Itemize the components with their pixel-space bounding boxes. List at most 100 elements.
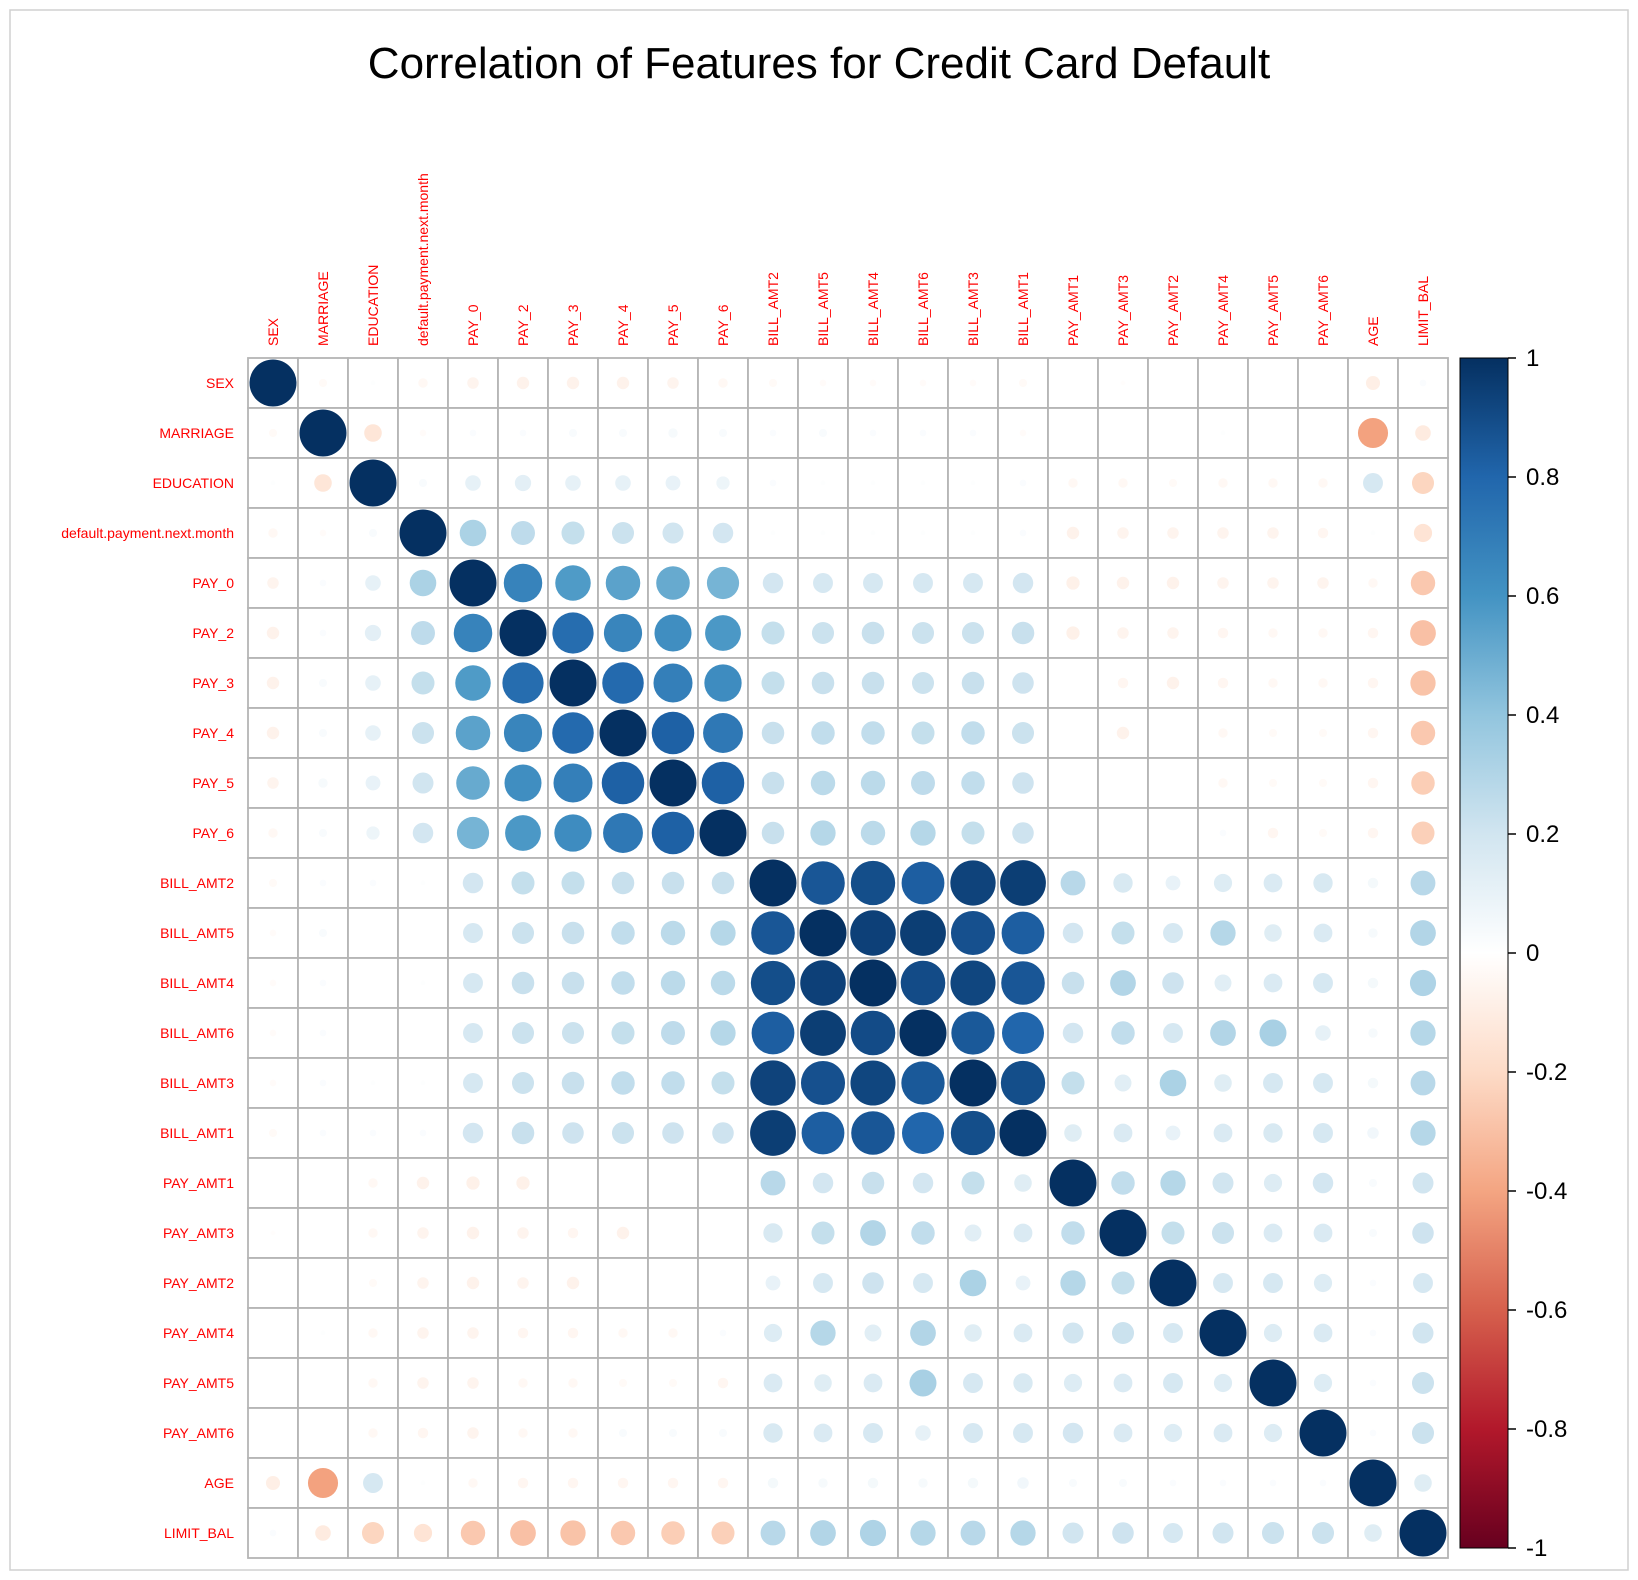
correlation-point-bill-amt4-pay-amt4 [1214,974,1232,992]
correlation-point-pay-amt2-pay-amt4 [1213,1273,1233,1293]
correlation-point-pay-amt6-bill-amt6 [915,1425,931,1441]
correlation-point-pay-3-pay-2 [502,662,544,704]
matrix-cell [1047,807,1099,859]
correlation-point-education-marriage [314,474,332,492]
correlation-point-sex-age [1365,375,1381,391]
correlation-point-pay-2-pay-2 [499,609,547,657]
correlation-point-bill-amt5-pay-0 [463,923,483,943]
correlation-point-bill-amt2-limit-bal [1410,870,1436,896]
correlation-point-pay-amt1-bill-amt6 [912,1172,934,1194]
correlation-point-bill-amt6-bill-amt3 [951,1011,995,1055]
correlation-point-bill-amt3-pay-4 [611,1071,635,1095]
column-label-pay-amt5: PAY_AMT5 [1265,275,1281,346]
correlation-point-education-pay-amt5 [1268,478,1278,488]
row-label-marriage: MARRIAGE [159,425,234,441]
correlation-point-sex-default-payment-next-month [418,378,428,388]
correlation-point-education-bill-amt1 [1019,479,1027,487]
correlation-point-pay-2-sex [266,626,280,640]
correlation-point-sex-pay-0 [467,377,479,389]
matrix-cell [897,507,949,559]
correlation-point-pay-amt2-bill-amt2 [765,1275,781,1291]
correlation-point-pay-amt1-pay-amt1 [1049,1159,1097,1207]
correlation-point-bill-amt6-pay-4 [611,1021,635,1045]
correlation-point-pay-amt5-bill-amt6 [909,1369,937,1397]
legend-tick-label: 0.2 [1526,821,1559,848]
correlation-point-pay-amt3-pay-3 [567,1227,579,1239]
correlation-point-limit-bal-pay-6 [711,1521,735,1545]
correlation-point-pay-amt5-bill-amt2 [763,1373,783,1393]
correlation-point-age-pay-amt2 [1169,1479,1177,1487]
correlation-point-pay-4-bill-amt6 [911,721,935,745]
matrix-cell [847,357,899,409]
row-label-bill-amt3: BILL_AMT3 [160,1075,234,1091]
correlation-point-age-pay-6 [717,1477,729,1489]
correlation-point-pay-amt5-pay-6 [717,1377,729,1389]
correlation-point-pay-amt6-pay-amt5 [1263,1423,1283,1443]
correlation-point-bill-amt2-sex [268,878,278,888]
correlation-point-bill-amt3-pay-5 [661,1071,685,1095]
correlation-point-pay-0-default-payment-next-month [409,569,437,597]
correlation-point-pay-3-education [365,675,381,691]
correlation-point-pay-amt4-pay-6 [719,1329,727,1337]
correlation-point-pay-4-marriage [318,728,328,738]
correlation-point-age-pay-amt3 [1118,1478,1128,1488]
correlation-point-education-bill-amt5 [820,480,826,486]
matrix-cell [347,1007,399,1059]
correlation-point-pay-amt3-pay-amt1 [1061,1221,1085,1245]
matrix-cell [447,1507,499,1559]
row-label-education: EDUCATION [153,475,234,491]
correlation-point-pay-amt4-default-payment-next-month [417,1327,429,1339]
correlation-point-marriage-bill-amt2 [769,429,777,437]
correlation-point-pay-amt4-bill-amt2 [763,1323,783,1343]
correlation-point-pay-5-pay-4 [601,761,645,805]
correlation-point-bill-amt4-age [1367,977,1379,989]
correlation-point-marriage-sex [268,428,278,438]
correlation-point-pay-amt4-pay-amt4 [1199,1309,1247,1357]
correlation-point-pay-amt1-bill-amt4 [861,1171,885,1195]
correlation-point-pay-2-pay-5 [654,614,692,652]
correlation-point-bill-amt2-pay-amt3 [1113,873,1133,893]
correlation-point-age-age [1349,1459,1397,1507]
correlation-point-bill-amt4-pay-amt1 [1061,971,1085,995]
correlation-point-pay-3-pay-amt5 [1268,678,1278,688]
correlation-point-pay-amt5-pay-4 [618,1378,628,1388]
correlation-point-pay-6-pay-amt5 [1267,827,1279,839]
correlation-point-pay-amt6-pay-amt2 [1163,1423,1183,1443]
correlation-point-pay-amt3-pay-4 [616,1226,630,1240]
correlation-point-pay-amt4-education [368,1328,378,1338]
correlation-point-pay-amt3-bill-amt5 [811,1221,835,1245]
row-label-pay-amt2: PAY_AMT2 [163,1275,234,1291]
correlation-point-marriage-bill-amt4 [869,429,877,437]
color-legend: 1 0.8 0.6 0.4 0.2 0 -0.2 -0.4 -0.6 -0.8 -1 [1459,345,1567,1562]
correlation-point-bill-amt3-pay-3 [561,1071,585,1095]
matrix-cell [647,1257,699,1309]
matrix-cell [297,1157,349,1209]
correlation-point-bill-amt4-pay-amt5 [1263,973,1283,993]
correlation-point-bill-amt4-bill-amt2 [750,960,796,1006]
correlation-point-pay-2-education [364,624,382,642]
correlation-point-pay-amt2-pay-amt6 [1313,1273,1333,1293]
correlation-point-bill-amt2-pay-amt2 [1165,875,1181,891]
matrix-cell [1147,357,1199,409]
correlation-point-pay-amt6-pay-amt6 [1299,1409,1347,1457]
correlation-point-pay-amt4-pay-amt2 [1163,1323,1183,1343]
correlation-point-pay-6-pay-3 [554,814,592,852]
correlation-point-bill-amt2-bill-amt6 [901,861,945,905]
correlation-point-bill-amt1-age [1367,1127,1379,1139]
correlation-point-bill-amt3-bill-amt5 [800,1060,846,1106]
correlation-point-pay-amt6-age [1369,1429,1377,1437]
correlation-point-pay-amt2-limit-bal [1413,1273,1433,1293]
correlation-point-pay-5-bill-amt2 [761,771,785,795]
correlation-point-pay-3-pay-amt6 [1318,678,1328,688]
correlation-point-pay-amt5-limit-bal [1411,1371,1435,1395]
correlation-point-pay-amt6-pay-amt4 [1213,1423,1233,1443]
correlation-point-pay-6-marriage [318,828,328,838]
correlation-point-pay-2-age [1367,627,1379,639]
correlation-point-pay-4-sex [266,726,280,740]
correlation-point-bill-amt2-pay-3 [561,871,585,895]
correlation-point-pay-amt6-pay-amt1 [1062,1422,1084,1444]
correlation-point-default-payment-next-month-bill-amt4 [870,530,876,536]
correlation-point-pay-amt1-pay-amt3 [1111,1171,1135,1195]
correlation-point-bill-amt2-bill-amt5 [801,861,845,905]
column-label-pay-amt1: PAY_AMT1 [1065,275,1081,346]
